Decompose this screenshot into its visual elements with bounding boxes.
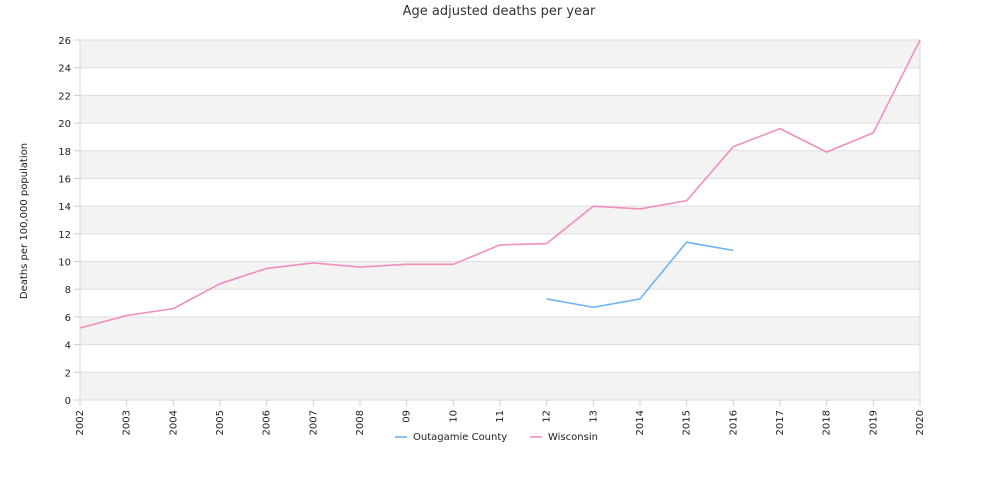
grid-band — [80, 233, 920, 262]
x-axis-ticks: 2002 2003 2004 2005 2006 2007 2008 09 10 11 12 13 20… — [75, 400, 926, 435]
grid-band — [80, 40, 920, 68]
series-layer — [79, 39, 921, 329]
x-tick-label: 13 — [588, 410, 599, 423]
grid-band — [80, 316, 920, 345]
y-tick-label: 10 — [58, 258, 71, 269]
x-tick-label: 10 — [448, 410, 459, 423]
x-tick-label: 2020 — [915, 410, 926, 435]
x-tick-label: 2019 — [868, 410, 879, 435]
y-tick-label: 2 — [65, 368, 71, 379]
legend-item[interactable]: Outagamie County — [395, 432, 507, 443]
grid-band — [80, 261, 920, 290]
grid-band — [80, 372, 920, 400]
chart-title: Age adjusted deaths per year — [403, 4, 596, 19]
x-tick-label: 2007 — [308, 410, 319, 435]
y-tick-label: 26 — [58, 36, 71, 47]
x-tick-label: 11 — [495, 410, 506, 423]
grid-band — [80, 95, 920, 124]
y-axis-label: Deaths per 100,000 population — [19, 143, 30, 299]
grid-band — [80, 206, 920, 234]
grid-band — [80, 150, 920, 179]
x-tick-label: 09 — [402, 410, 413, 423]
y-tick-label: 6 — [65, 313, 71, 324]
grid-band — [80, 123, 920, 151]
x-tick-label: 2016 — [728, 410, 739, 435]
legend[interactable]: Outagamie County Wisconsin — [395, 432, 598, 443]
x-tick-label: 2017 — [775, 410, 786, 435]
x-tick-label: 2002 — [75, 410, 86, 435]
series-line-0 — [546, 241, 734, 309]
series-line-1 — [79, 39, 921, 329]
y-tick-label: 22 — [58, 91, 71, 102]
x-tick-label: 2004 — [168, 410, 179, 435]
y-tick-label: 18 — [58, 147, 71, 158]
y-tick-label: 20 — [58, 119, 71, 130]
y-tick-label: 12 — [58, 230, 71, 241]
legend-label: Wisconsin — [548, 432, 598, 443]
y-tick-label: 0 — [65, 396, 71, 407]
x-tick-label: 2014 — [635, 410, 646, 435]
grid-band — [80, 67, 920, 96]
x-tick-label: 2008 — [355, 410, 366, 435]
legend-label: Outagamie County — [413, 432, 507, 443]
grid-band — [80, 344, 920, 373]
x-tick-label: 2015 — [682, 410, 693, 435]
y-tick-label: 16 — [58, 174, 71, 185]
x-tick-label: 2005 — [215, 410, 226, 435]
y-tick-label: 4 — [65, 341, 71, 352]
legend-item[interactable]: Wisconsin — [530, 432, 598, 443]
x-tick-label: 2003 — [122, 410, 133, 435]
grid-bands — [80, 40, 920, 400]
x-tick-label: 12 — [542, 410, 553, 423]
grid-band — [80, 289, 920, 317]
x-tick-label: 2018 — [822, 410, 833, 435]
x-tick-label: 2006 — [262, 410, 273, 435]
y-tick-label: 24 — [58, 64, 71, 75]
grid-band — [80, 178, 920, 207]
y-tick-label: 14 — [58, 202, 71, 213]
y-tick-label: 8 — [65, 285, 71, 296]
